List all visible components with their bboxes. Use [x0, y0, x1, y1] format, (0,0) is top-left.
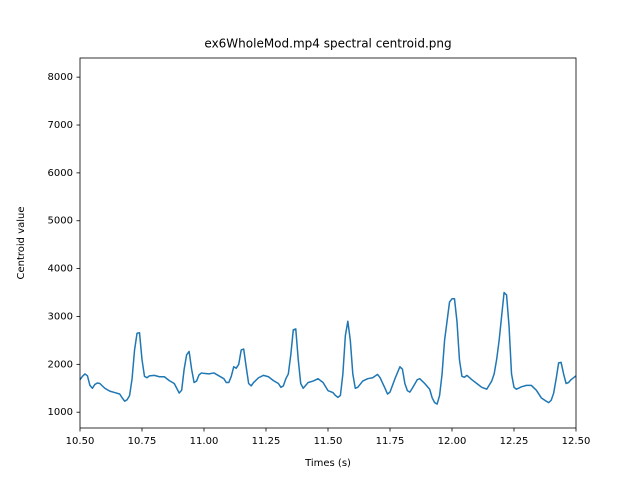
x-tick-label: 12.25 [500, 436, 529, 447]
x-axis-label: Times (s) [304, 458, 351, 469]
x-tick-label: 11.00 [190, 436, 219, 447]
x-tick-label: 11.25 [252, 436, 281, 447]
x-tick-label: 11.75 [376, 436, 405, 447]
y-tick-label: 6000 [48, 168, 73, 179]
chart-title: ex6WholeMod.mp4 spectral centroid.png [204, 37, 451, 51]
x-tick-label: 10.75 [128, 436, 157, 447]
y-tick-label: 7000 [48, 120, 73, 131]
y-tick-label: 5000 [48, 216, 73, 227]
x-tick-label: 10.50 [66, 436, 95, 447]
y-tick-label: 4000 [48, 264, 73, 275]
y-tick-label: 1000 [48, 407, 73, 418]
y-axis-label: Centroid value [16, 206, 27, 279]
line-series [79, 291, 577, 405]
x-tick-label: 12.50 [562, 436, 591, 447]
plot-area [79, 291, 577, 405]
y-tick-label: 2000 [48, 359, 73, 370]
x-tick-label: 11.50 [314, 436, 343, 447]
x-tick-label: 12.00 [438, 436, 467, 447]
y-tick-label: 3000 [48, 311, 73, 322]
y-tick-label: 8000 [48, 72, 73, 83]
